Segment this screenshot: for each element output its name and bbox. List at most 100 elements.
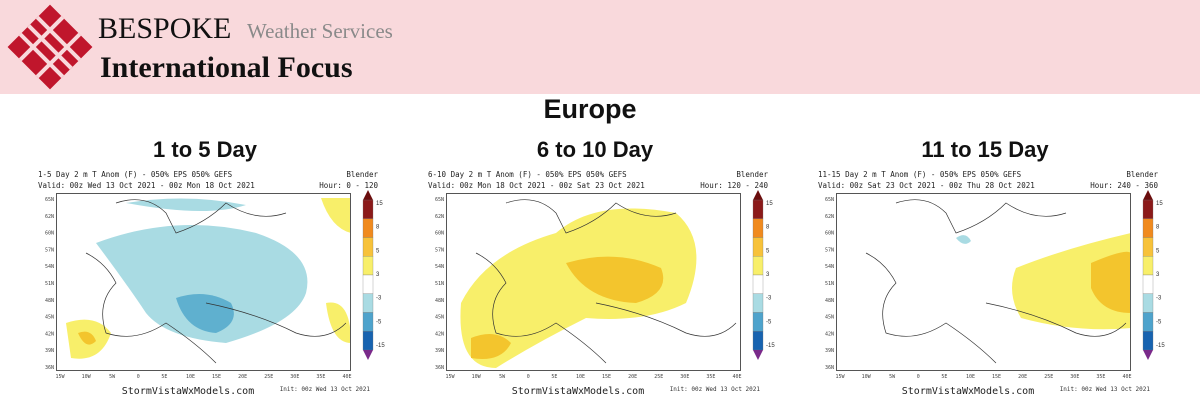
lat-label: 60N: [825, 231, 834, 237]
init: Init: 00z Wed 13 Oct 2021: [280, 386, 371, 393]
anomaly-area: [566, 256, 664, 303]
lon-label: 20E: [238, 374, 247, 380]
colorbar-segment: [1142, 256, 1154, 276]
lat-label: 51N: [45, 281, 54, 287]
product: 6-10 Day 2 m T Anom (F) - 050% EPS 050% …: [428, 170, 627, 179]
colorbar-segment: [752, 199, 764, 219]
lat-label: 36N: [435, 365, 444, 371]
colorbar-segment: [752, 312, 764, 332]
lon-label: 35E: [1096, 374, 1105, 380]
colorbar-segment: [362, 256, 374, 276]
colorbar-segment: [1142, 274, 1154, 294]
lat-label: 65N: [45, 197, 54, 203]
lon-label: 35E: [316, 374, 325, 380]
lon-label: 30E: [680, 374, 689, 380]
colorbar-segment: [1142, 331, 1154, 351]
colorbar-segment: [1142, 312, 1154, 332]
lat-label: 65N: [825, 197, 834, 203]
colorbar-label: 3: [376, 272, 380, 278]
colorbar-label: 15: [766, 201, 773, 207]
lon-label: 5E: [161, 374, 167, 380]
colorbar-segment: [1142, 218, 1154, 238]
valid: Valid: 00z Sat 23 Oct 2021 - 00z Thu 28 …: [818, 181, 1035, 190]
lon-label: 10E: [576, 374, 585, 380]
lon-label: 15E: [212, 374, 221, 380]
colorbar-label: 15: [376, 201, 383, 207]
lat-label: 57N: [45, 247, 54, 253]
header-title: International Focus: [100, 51, 353, 84]
colorbar-segment: [362, 274, 374, 294]
colorbar-segment: [752, 274, 764, 294]
colorbar-segment: [1142, 199, 1154, 219]
lon-label: 30E: [290, 374, 299, 380]
map-frame: [56, 193, 351, 371]
hours: Hour: 120 - 240: [700, 181, 768, 190]
lon-label: 25E: [654, 374, 663, 380]
source: StormVistaWxModels.com: [122, 386, 254, 397]
lon-label: 10E: [186, 374, 195, 380]
lat-label: 60N: [45, 231, 54, 237]
lon-label: 5W: [109, 374, 116, 380]
logo: [7, 4, 93, 90]
coastline: [85, 199, 347, 364]
colorbar-label: 8: [766, 225, 770, 231]
colorbar-segment: [1142, 293, 1154, 313]
coastline: [475, 199, 737, 364]
map: [836, 193, 1131, 371]
colorbar-segment: [752, 218, 764, 238]
colorbar-cap: [753, 350, 763, 360]
map-frame: [836, 193, 1131, 371]
colorbar-label: -15: [1156, 343, 1165, 349]
init: Init: 00z Wed 13 Oct 2021: [670, 386, 761, 393]
lon-label: 40E: [342, 374, 351, 380]
lat-label: 39N: [45, 348, 54, 354]
anomaly-area: [1091, 251, 1131, 313]
lon-label: 0: [137, 374, 140, 380]
panel-title: 1 to 5 Day: [153, 137, 258, 162]
tagline: Weather Services: [247, 19, 393, 43]
colorbar-segment: [752, 237, 764, 257]
coastline: [865, 199, 1127, 364]
colorbar-segment: [362, 237, 374, 257]
colorbar-label: -3: [376, 296, 382, 302]
lat-label: 45N: [825, 315, 834, 321]
region-title: Europe: [543, 94, 636, 124]
lon-label: 10W: [82, 374, 92, 380]
lon-label: 0: [917, 374, 920, 380]
panel: 11 to 15 Day 11-15 Day 2 m T Anom (F) - 0…: [818, 137, 1165, 397]
lat-label: 48N: [45, 298, 54, 304]
colorbar-label: -5: [376, 319, 382, 325]
lon-label: 40E: [732, 374, 741, 380]
lon-label: 10W: [472, 374, 482, 380]
lat-label: 48N: [435, 298, 444, 304]
colorbar-label: 15: [1156, 201, 1163, 207]
product: 1-5 Day 2 m T Anom (F) - 050% EPS 050% G…: [38, 170, 233, 179]
lat-label: 57N: [435, 247, 444, 253]
lat-label: 60N: [435, 231, 444, 237]
lat-label: 45N: [435, 315, 444, 321]
anomaly-area: [471, 334, 511, 359]
colorbar-segment: [362, 293, 374, 313]
colorbar-label: 8: [1156, 225, 1160, 231]
lat-label: 62N: [825, 214, 834, 220]
colorbar-cap: [363, 190, 373, 200]
colorbar-label: -15: [766, 343, 775, 349]
lon-label: 25E: [264, 374, 273, 380]
lat-label: 36N: [825, 365, 834, 371]
lon-label: 5W: [889, 374, 896, 380]
colorbar-label: -5: [1156, 319, 1162, 325]
anomaly-area: [176, 294, 234, 333]
lon-label: 20E: [1018, 374, 1027, 380]
brand: BESPOKE: [98, 12, 231, 45]
panel-title: 11 to 15 Day: [921, 137, 1049, 162]
lat-label: 62N: [435, 214, 444, 220]
anomaly-area: [1012, 233, 1131, 330]
header-band: [0, 0, 1200, 94]
lat-label: 54N: [45, 264, 54, 270]
lon-label: 15E: [992, 374, 1001, 380]
colorbar-segment: [362, 199, 374, 219]
panel: 1 to 5 Day 1-5 Day 2 m T Anom (F) - 050% …: [38, 137, 385, 397]
colorbar-label: 5: [766, 248, 770, 254]
lon-label: 35E: [706, 374, 715, 380]
lat-label: 54N: [825, 264, 834, 270]
